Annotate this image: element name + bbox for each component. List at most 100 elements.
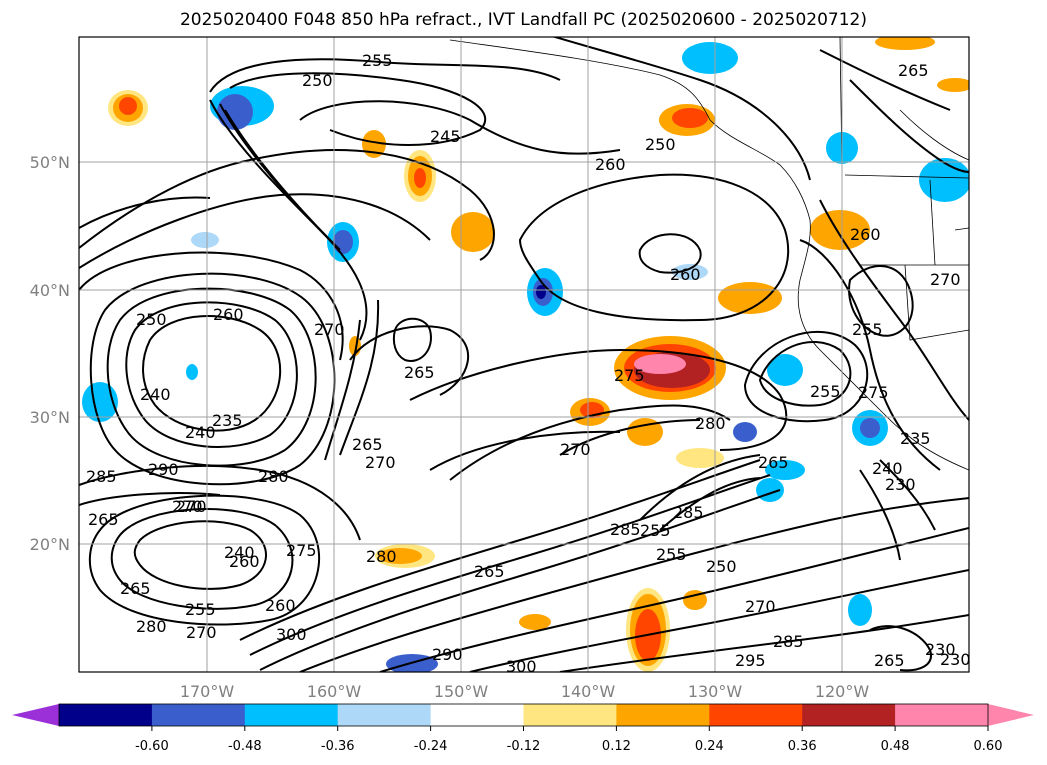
- longitude-labels: 170°W 160°W 150°W 140°W 130°W 120°W: [180, 682, 870, 701]
- map-background: [79, 37, 969, 672]
- colorbar-tick-label: -0.36: [321, 739, 355, 754]
- contour-label: 280: [136, 617, 167, 636]
- contour-label: 270: [560, 440, 591, 459]
- map-title: 2025020400 F048 850 hPa refract., IVT La…: [179, 10, 867, 30]
- lat-label: 20°N: [30, 535, 70, 554]
- contour-label: 290: [148, 460, 179, 479]
- colorbar-tick-label: -0.12: [507, 739, 541, 754]
- shaded-anomalies: [82, 37, 969, 672]
- contour-label: 280: [695, 414, 726, 433]
- contour-label: 260: [229, 552, 260, 571]
- colorbar-under-arrow: [12, 704, 59, 726]
- contour-label: 255: [362, 51, 393, 70]
- contour-label: 275: [286, 541, 317, 560]
- contour-label: 230: [925, 640, 956, 659]
- contour-label: 260: [213, 305, 244, 324]
- contour-label: 285: [86, 467, 117, 486]
- contour-label: 270: [365, 453, 396, 472]
- colorbar-tick-label: 0.12: [602, 739, 631, 754]
- contour-label: 260: [850, 225, 881, 244]
- latitude-labels: 50°N 40°N 30°N 20°N: [30, 153, 70, 554]
- contour-label: 240: [185, 423, 216, 442]
- contour-label: 250: [706, 557, 737, 576]
- contour-label: 245: [430, 127, 461, 146]
- lat-label: 40°N: [30, 281, 70, 300]
- colorbar-over-arrow: [988, 704, 1034, 726]
- contour-label: 285: [773, 632, 804, 651]
- contour-label: 230: [885, 475, 916, 494]
- colorbar-tick-label: 0.60: [974, 739, 1003, 754]
- contour-label: 270: [186, 623, 217, 642]
- contour-label: 270: [172, 497, 203, 516]
- colorbar-bin: [895, 704, 989, 726]
- lon-label: 140°W: [561, 682, 616, 701]
- contour-label: 260: [265, 596, 296, 615]
- lon-label: 130°W: [688, 682, 743, 701]
- contour-label: 285: [610, 520, 641, 539]
- lon-label: 120°W: [815, 682, 870, 701]
- contour-label: 255: [185, 600, 216, 619]
- contour-label: 240: [140, 385, 171, 404]
- contour-label: 280: [258, 467, 289, 486]
- contour-label: 300: [506, 657, 537, 676]
- colorbar-bin: [59, 704, 153, 726]
- map-frame: [78, 36, 970, 673]
- lon-label: 170°W: [180, 682, 235, 701]
- gridlines: [79, 37, 969, 672]
- colorbar-tick-label: -0.24: [414, 739, 448, 754]
- contour-label: 255: [640, 521, 671, 540]
- colorbar-bin: [430, 704, 524, 726]
- colorbar-bin: [616, 704, 710, 726]
- contour-label: 270: [745, 597, 776, 616]
- contour-labels: 250 245 260 265 250 255 260 250 260 270 …: [86, 51, 971, 676]
- lon-label: 160°W: [307, 682, 362, 701]
- colorbar-bin: [244, 704, 339, 726]
- colorbar: -0.60 -0.48 -0.36 -0.24 -0.12 0.12 0.24 0.36 0.4…: [12, 703, 1034, 754]
- colorbar-bin: [337, 704, 432, 726]
- contour-label: 280: [366, 547, 397, 566]
- contour-label: 265: [120, 579, 151, 598]
- colorbar-tick-label: 0.36: [788, 739, 817, 754]
- contour-label: 235: [900, 429, 931, 448]
- colorbar-bin: [151, 704, 246, 726]
- lon-label: 150°W: [434, 682, 489, 701]
- contour-label: 240: [872, 459, 903, 478]
- contour-label: 235: [212, 411, 243, 430]
- contour-label: 290: [432, 645, 463, 664]
- contour-label: 250: [645, 135, 676, 154]
- contour-label: 275: [614, 366, 645, 385]
- lat-label: 50°N: [30, 153, 70, 172]
- contour-label: 270: [176, 497, 207, 516]
- lat-label: 30°N: [30, 408, 70, 427]
- contour-label: 270: [930, 270, 961, 289]
- contour-label: 265: [898, 61, 929, 80]
- contour-label: 240: [224, 543, 255, 562]
- contour-label: 265: [758, 453, 789, 472]
- contour-label: 295: [735, 651, 766, 670]
- contour-label: 265: [88, 510, 119, 529]
- contour-label: 255: [810, 382, 841, 401]
- colorbar-bin: [523, 704, 617, 726]
- contour-label: 265: [474, 562, 505, 581]
- negative-anomalies: [82, 42, 969, 672]
- contour-label: 265: [352, 435, 383, 454]
- coastlines: [449, 37, 969, 471]
- contour-label: 230: [940, 650, 971, 669]
- contour-label: 265: [874, 651, 905, 670]
- contour-label: 250: [136, 310, 167, 329]
- colorbar-bin: [709, 704, 803, 726]
- contour-label: 270: [314, 320, 345, 339]
- contour-label: 255: [656, 545, 687, 564]
- contour-label: 260: [670, 265, 701, 284]
- colorbar-tick-label: -0.48: [228, 739, 262, 754]
- colorbar-bin: [802, 704, 896, 726]
- contour-label: 285: [673, 503, 704, 522]
- contour-label: 300: [276, 625, 307, 644]
- colorbar-tick-label: -0.60: [135, 739, 169, 754]
- colorbar-tick-label: 0.48: [881, 739, 910, 754]
- contour-label: 265: [404, 363, 435, 382]
- colorbar-tick-label: 0.24: [695, 739, 724, 754]
- contour-label: 260: [595, 155, 626, 174]
- contour-label: 250: [302, 71, 333, 90]
